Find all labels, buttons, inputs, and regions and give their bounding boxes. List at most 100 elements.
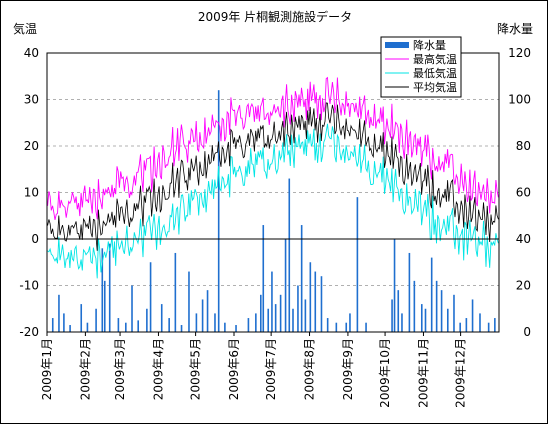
precipitation-bar: [365, 322, 367, 332]
precipitation-bar: [300, 225, 303, 332]
precipitation-bar: [284, 239, 287, 332]
precipitation-bar: [297, 285, 299, 332]
x-tick-label: 2009年10月: [378, 338, 392, 408]
precipitation-bar: [117, 318, 120, 332]
precipitation-bar: [125, 322, 127, 332]
precipitation-bar: [279, 294, 282, 332]
precipitation-bar: [304, 299, 307, 332]
precipitation-bar: [51, 318, 54, 332]
precipitation-bar: [393, 239, 396, 332]
precipitation-bar: [235, 325, 237, 332]
precipitation-bars: [51, 90, 496, 332]
legend-label: 平均気温: [413, 80, 457, 94]
precipitation-bar: [262, 225, 265, 332]
precipitation-bar: [349, 313, 351, 332]
legend-label: 最高気温: [413, 52, 457, 66]
right-tick-label: 100: [508, 93, 531, 107]
precipitation-bar: [58, 294, 60, 332]
precipitation-bar: [446, 308, 449, 332]
precipitation-bar: [63, 313, 65, 332]
legend-label: 降水量: [413, 38, 446, 52]
precipitation-bar: [440, 290, 443, 332]
temperature-lines: [47, 76, 499, 279]
precipitation-bar: [424, 308, 427, 332]
max-temp-line: [47, 76, 499, 221]
precipitation-bar: [292, 308, 294, 332]
precipitation-bar: [168, 318, 170, 332]
x-tick-labels: 2009年1月 2009年2月 2009年3月 2009年4月 2009年5月 2009年…: [40, 332, 468, 408]
precipitation-bar: [494, 318, 496, 332]
precipitation-bar: [137, 320, 139, 332]
x-tick-label: 2009年9月: [341, 338, 355, 400]
left-tick-label: 30: [24, 93, 39, 107]
precipitation-bar: [487, 322, 490, 332]
precipitation-bar: [401, 313, 403, 332]
min-temp-line: [47, 123, 499, 279]
right-tick-label: 40: [516, 232, 531, 246]
precipitation-bar: [146, 308, 148, 332]
precipitation-bar: [356, 197, 359, 332]
right-tick-label: 20: [516, 279, 531, 293]
precipitation-bar: [86, 322, 89, 332]
precipitation-bar: [201, 299, 204, 332]
right-tick-label: 0: [523, 325, 531, 339]
x-tick-label: 2009年8月: [303, 338, 317, 400]
plot-area: [47, 53, 499, 332]
precipitation-bar: [413, 280, 416, 332]
left-tick-label: 40: [24, 46, 39, 60]
precipitation-bar: [459, 322, 461, 332]
precipitation-bar: [103, 280, 106, 332]
precipitation-bar: [397, 290, 400, 332]
precipitation-bar: [101, 248, 104, 332]
left-tick-label: 0: [31, 232, 39, 246]
precipitation-bar: [435, 280, 438, 332]
precipitation-bar: [465, 318, 468, 332]
x-tick-label: 2009年2月: [78, 338, 92, 400]
right-tick-labels: 120 100 80 60 40 20 0: [508, 46, 531, 339]
precipitation-bar: [420, 304, 423, 332]
precipitation-bar: [108, 243, 111, 332]
precipitation-bar: [247, 318, 250, 332]
x-tick-label: 2009年6月: [227, 338, 241, 400]
precipitation-bar: [131, 285, 133, 332]
left-tick-labels: 40 30 20 10 0 -10 -20: [19, 46, 39, 339]
legend-label: 最低気温: [413, 66, 457, 80]
right-tick-label: 80: [516, 139, 531, 153]
x-tick-label: 2009年7月: [264, 338, 278, 400]
left-tick-label: -20: [19, 325, 39, 339]
precipitation-bar: [271, 271, 273, 332]
x-tick-label: 2009年1月: [40, 338, 54, 400]
precipitation-bar: [206, 290, 209, 332]
x-tick-label: 2009年12月: [454, 338, 468, 408]
right-tick-label: 120: [508, 46, 531, 60]
precipitation-bar: [160, 304, 163, 332]
mean-temp-line: [47, 102, 499, 251]
precipitation-bar: [408, 252, 411, 332]
precipitation-bar: [214, 313, 216, 332]
precipitation-bar: [149, 262, 152, 332]
legend-swatch-bar: [385, 42, 409, 48]
left-tick-label: -10: [19, 279, 39, 293]
left-tick-label: 20: [24, 139, 39, 153]
right-axis-label: 降水量: [497, 22, 533, 36]
precipitation-bar: [195, 313, 198, 332]
chart-title: 2009年 片桐観測施設データ: [198, 9, 352, 24]
precipitation-bar: [217, 90, 220, 332]
precipitation-bar: [335, 322, 338, 332]
precipitation-bar: [174, 252, 177, 332]
precipitation-bar: [95, 308, 97, 332]
precipitation-bar: [180, 325, 183, 332]
precipitation-bar: [345, 322, 348, 332]
precipitation-bar: [320, 276, 323, 332]
precipitation-bar: [255, 313, 257, 332]
x-tick-label: 2009年11月: [416, 338, 430, 408]
plot-border: [46, 52, 500, 333]
precipitation-bar: [430, 257, 433, 332]
precipitation-bar: [69, 325, 71, 332]
precipitation-bar: [309, 262, 312, 332]
precipitation-bar: [453, 294, 455, 332]
precipitation-bar: [391, 299, 393, 332]
